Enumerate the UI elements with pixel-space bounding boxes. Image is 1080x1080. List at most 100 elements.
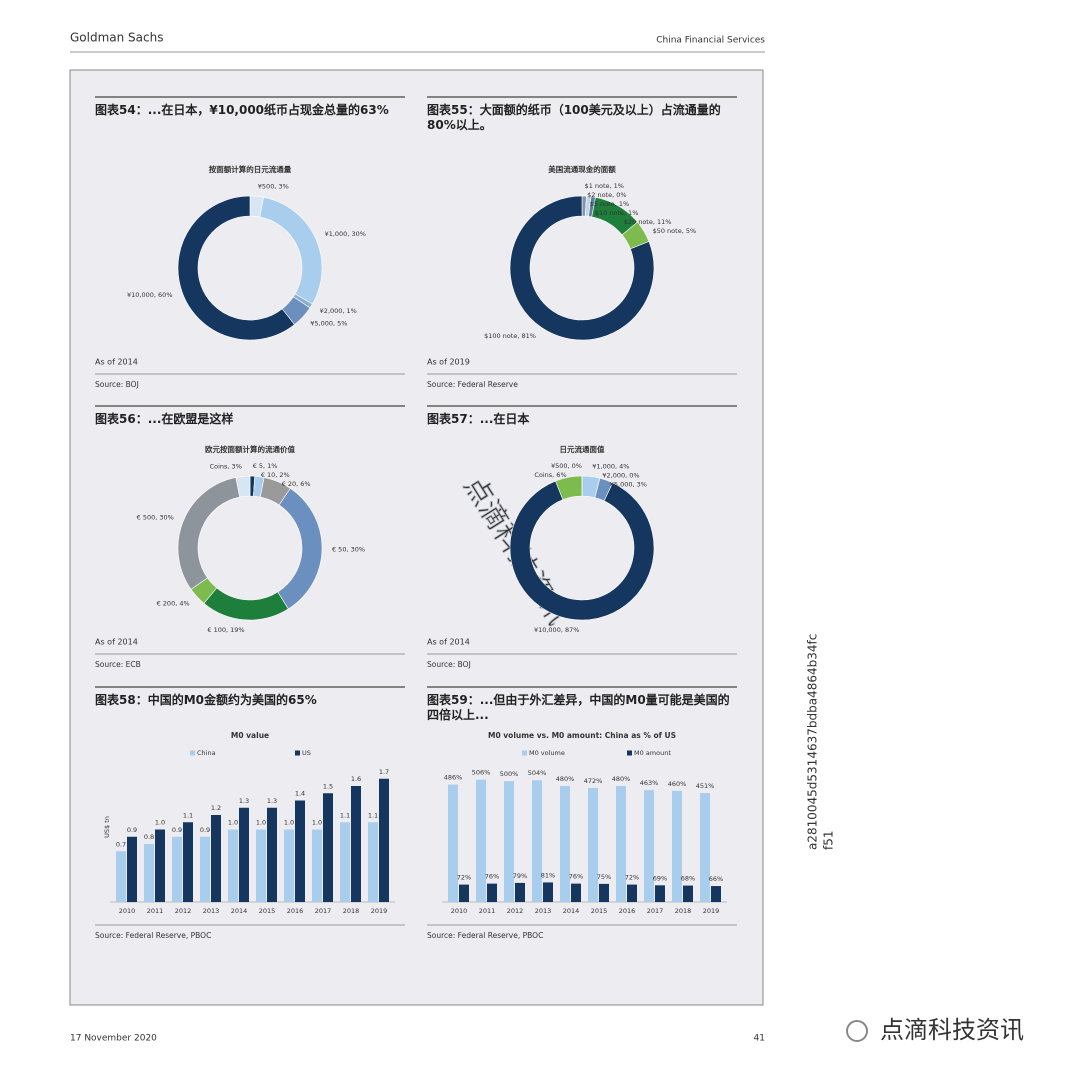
bar	[379, 778, 389, 902]
chart-title: 日元流通面值	[560, 444, 605, 454]
x-tick-label: 2017	[315, 907, 332, 915]
value-label: 76%	[569, 873, 583, 881]
value-label: 1.4	[295, 790, 305, 798]
bar	[476, 779, 486, 902]
source: Source: Federal Reserve, PBOC	[427, 931, 543, 940]
page-number: 41	[754, 1034, 765, 1044]
slice-label: € 100, 19%	[207, 626, 244, 634]
bar	[448, 784, 458, 902]
slice-label: € 500, 30%	[137, 514, 174, 522]
bar	[351, 786, 361, 902]
slice-label: € 5, 1%	[253, 462, 278, 470]
chart-title: 美国流通现金的面额	[548, 164, 616, 174]
slice-label: ¥1,000, 30%	[325, 230, 366, 238]
bar	[116, 851, 126, 902]
slice-label: ¥10,000, 60%	[127, 291, 172, 299]
x-tick-label: 2010	[119, 907, 136, 915]
bar	[683, 885, 693, 902]
bar	[228, 829, 238, 902]
slice-label: € 50, 30%	[332, 545, 365, 553]
slice-label: € 10, 2%	[261, 471, 290, 479]
value-label: 0.9	[200, 826, 210, 834]
bar	[323, 793, 333, 902]
bar	[284, 829, 294, 902]
x-tick-label: 2017	[647, 907, 664, 915]
value-label: 0.9	[172, 826, 182, 834]
bar	[144, 844, 154, 902]
exhibit-title: 图表55：大面额的纸币（100美元及以上）占流通量的80%以上。	[427, 103, 721, 132]
bar	[459, 884, 469, 902]
note: As of 2019	[427, 358, 470, 367]
value-label: 1.6	[351, 775, 361, 783]
value-label: 472%	[584, 777, 603, 785]
slice	[177, 195, 295, 341]
slice	[235, 475, 251, 498]
value-label: 79%	[513, 872, 527, 880]
section: China Financial Services	[656, 36, 765, 46]
value-label: 69%	[653, 874, 667, 882]
slice-label: ¥2,000, 1%	[320, 307, 357, 315]
bar	[267, 807, 277, 902]
value-label: 72%	[625, 874, 639, 882]
value-label: 500%	[500, 770, 519, 778]
legend-swatch	[522, 750, 527, 756]
source: Source: BOJ	[427, 660, 471, 669]
legend-swatch	[627, 750, 632, 756]
x-tick-label: 2011	[479, 907, 496, 915]
bar	[672, 790, 682, 902]
slice-label: Coins, 3%	[210, 462, 242, 470]
x-tick-label: 2019	[703, 907, 720, 915]
source: Source: ECB	[95, 660, 141, 669]
value-label: 0.7	[116, 840, 126, 848]
chart-title: M0 value	[231, 731, 269, 740]
value-label: 1.7	[379, 768, 389, 776]
value-label: 480%	[612, 775, 631, 783]
legend-label: China	[197, 749, 216, 757]
exhibit-title: 图表58：中国的M0金额约为美国的65%	[95, 693, 317, 707]
note: As of 2014	[95, 638, 138, 647]
x-tick-label: 2019	[371, 907, 388, 915]
slice-label: ¥5,000, 3%	[610, 481, 647, 489]
value-label: 66%	[709, 875, 723, 883]
note: As of 2014	[95, 358, 138, 367]
value-label: 1.0	[256, 819, 266, 827]
slice-label: ¥2,000, 0%	[602, 472, 639, 480]
value-label: 1.1	[183, 811, 193, 819]
bar	[211, 815, 221, 902]
x-tick-label: 2015	[591, 907, 608, 915]
value-label: 1.1	[340, 811, 350, 819]
source: Source: BOJ	[95, 380, 139, 389]
exhibit-title: 图表59：...但由于外汇差异，中国的M0量可能是美国的四倍以上...	[427, 693, 730, 722]
bar	[504, 781, 514, 902]
bar	[655, 885, 665, 902]
bar	[239, 807, 249, 902]
bar	[711, 886, 721, 902]
legend-label: US	[302, 749, 311, 757]
value-label: 463%	[640, 779, 659, 787]
x-tick-label: 2011	[147, 907, 164, 915]
bar	[155, 829, 165, 902]
bar	[515, 882, 525, 902]
bar	[183, 822, 193, 902]
legend-label: M0 volume	[529, 749, 565, 757]
slice-label: ¥10,000, 87%	[534, 626, 579, 634]
bar	[644, 790, 654, 902]
bar	[127, 836, 137, 902]
value-label: 1.3	[239, 797, 249, 805]
x-tick-label: 2015	[259, 907, 276, 915]
bar	[588, 787, 598, 902]
bar	[571, 883, 581, 902]
source: Source: Federal Reserve, PBOC	[95, 931, 211, 940]
slice	[509, 480, 655, 621]
bar	[560, 786, 570, 902]
x-tick-label: 2016	[287, 907, 304, 915]
value-label: 75%	[597, 873, 611, 881]
slice-label: $100 note, 81%	[484, 332, 536, 340]
bar	[543, 882, 553, 902]
bar	[700, 793, 710, 902]
side-id: a2810045d5314637bdba4864b34fc	[806, 634, 820, 850]
bar	[487, 883, 497, 902]
slice-label: ¥1,000, 4%	[592, 463, 629, 471]
x-tick-label: 2013	[203, 907, 220, 915]
